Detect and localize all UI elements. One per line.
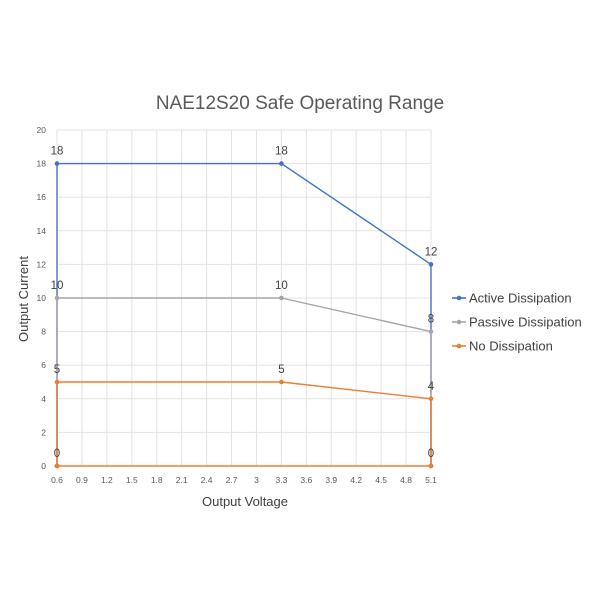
y-tick-label: 4 bbox=[41, 394, 46, 404]
x-tick-label: 2.1 bbox=[176, 475, 188, 485]
data-label: 5 bbox=[54, 364, 60, 376]
data-point bbox=[54, 379, 60, 385]
y-tick-label: 16 bbox=[37, 192, 47, 202]
x-tick-label: 0.9 bbox=[76, 475, 88, 485]
x-tick-label: 3.6 bbox=[300, 475, 312, 485]
y-tick-label: 2 bbox=[41, 427, 46, 437]
x-tick-label: 2.4 bbox=[201, 475, 213, 485]
data-label: 8 bbox=[428, 314, 434, 326]
x-tick-label: 1.5 bbox=[126, 475, 138, 485]
data-label: 0 bbox=[54, 448, 60, 460]
y-tick-label: 6 bbox=[41, 360, 46, 370]
data-point bbox=[428, 329, 434, 334]
x-tick-label: 4.2 bbox=[350, 475, 362, 485]
grid bbox=[56, 129, 432, 467]
series-line bbox=[56, 381, 432, 467]
data-point bbox=[279, 295, 284, 301]
y-tick-label: 12 bbox=[37, 259, 47, 269]
y-tick-label: 0 bbox=[41, 461, 46, 471]
y-tick-label: 20 bbox=[37, 125, 47, 135]
legend-label: Passive Dissipation bbox=[469, 315, 582, 330]
data-label: 0 bbox=[428, 448, 434, 460]
data-label: 18 bbox=[51, 146, 64, 158]
y-axis-title: Output Current bbox=[16, 256, 31, 342]
y-tick-label: 10 bbox=[37, 293, 47, 303]
x-tick-label: 2.7 bbox=[226, 475, 238, 485]
legend-label: Active Dissipation bbox=[469, 291, 572, 306]
tick-labels: 0.6 0.9 1.2 1.5 1.8 2.1 2.4 2.7 3 3.3 3.6 3.9 4.2 4.5… bbox=[37, 125, 438, 485]
data-label: 10 bbox=[275, 280, 288, 292]
data-point bbox=[279, 161, 284, 166]
y-tick-label: 14 bbox=[37, 226, 47, 236]
series-line bbox=[56, 162, 432, 466]
data-label: 18 bbox=[275, 146, 288, 158]
data-label: 10 bbox=[51, 280, 64, 292]
data-point bbox=[54, 161, 60, 166]
y-tick-label: 8 bbox=[41, 327, 46, 337]
x-tick-label: 3 bbox=[254, 475, 259, 485]
x-tick-label: 1.8 bbox=[151, 475, 163, 485]
legend-marker bbox=[456, 319, 462, 325]
x-tick-label: 4.8 bbox=[400, 475, 412, 485]
x-tick-label: 4.5 bbox=[375, 475, 387, 485]
chart-title: NAE12S20 Safe Operating Range bbox=[156, 93, 444, 114]
legend-label: No Dissipation bbox=[469, 339, 553, 354]
data-point bbox=[428, 396, 434, 402]
data-point bbox=[54, 295, 60, 301]
data-point bbox=[428, 262, 434, 267]
y-tick-label: 18 bbox=[37, 159, 47, 169]
x-tick-label: 0.6 bbox=[51, 475, 63, 485]
legend: Active Dissipation Passive Dissipation No … bbox=[452, 291, 582, 354]
data-label: 4 bbox=[428, 381, 435, 393]
data-point bbox=[279, 379, 284, 385]
legend-marker bbox=[456, 343, 462, 349]
x-tick-label: 3.9 bbox=[325, 475, 337, 485]
data-label: 5 bbox=[278, 364, 284, 376]
x-tick-label: 3.3 bbox=[275, 475, 287, 485]
data-point bbox=[428, 463, 434, 469]
x-tick-label: 5.1 bbox=[425, 475, 437, 485]
x-tick-label: 1.2 bbox=[101, 475, 113, 485]
legend-marker bbox=[456, 295, 462, 301]
data-labels: 18 18 12 10 10 8 5 5 4 0 0 bbox=[51, 146, 438, 460]
data-label: 12 bbox=[425, 246, 438, 258]
x-axis-title: Output Voltage bbox=[202, 494, 288, 509]
series-lines bbox=[54, 161, 434, 469]
data-point bbox=[54, 463, 60, 469]
